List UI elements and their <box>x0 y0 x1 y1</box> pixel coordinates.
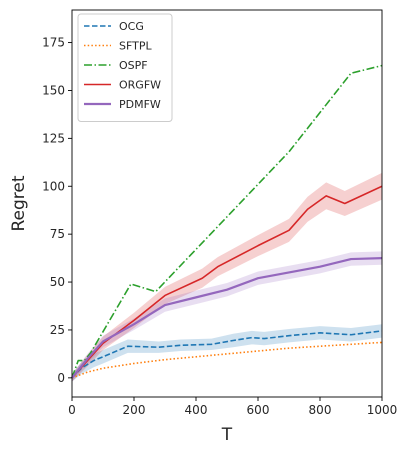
legend: OCG SFTPL OSPF ORGFW PDMFW <box>77 13 173 122</box>
x-tick-label: 0 <box>68 403 76 417</box>
x-tick-label: 1000 <box>367 403 398 417</box>
y-tick-label: 150 <box>42 83 65 97</box>
line-ospf <box>71 64 383 379</box>
y-tick-label: 175 <box>42 36 65 50</box>
plot-frame <box>71 9 383 398</box>
y-tick-label: 25 <box>50 323 65 337</box>
line-sftpl <box>71 341 383 379</box>
line-pdmfw <box>71 257 383 379</box>
series-lines <box>71 64 383 379</box>
y-axis-label: Regret <box>9 175 29 231</box>
legend-label-ospf: OSPF <box>119 59 148 72</box>
y-tick-label: 75 <box>50 227 65 241</box>
legend-box <box>77 13 173 122</box>
legend-label-sftpl: SFTPL <box>119 40 152 53</box>
line-ocg <box>71 330 383 379</box>
band-ocg <box>72 324 382 382</box>
x-axis-ticks: 0 200 400 600 800 1000 <box>68 397 397 417</box>
y-tick-label: 100 <box>42 179 65 193</box>
legend-label-orgfw: ORGFW <box>119 79 161 92</box>
legend-label-ocg: OCG <box>119 20 144 33</box>
y-tick-label: 50 <box>50 275 65 289</box>
x-axis-label: T <box>221 425 233 445</box>
x-tick-label: 800 <box>309 403 332 417</box>
band-pdmfw <box>72 251 382 382</box>
y-axis-ticks: 0 25 50 75 100 125 150 175 <box>42 36 72 385</box>
confidence-bands <box>72 172 382 382</box>
line-orgfw <box>71 185 383 379</box>
x-tick-label: 600 <box>247 403 270 417</box>
y-tick-label: 125 <box>42 131 65 145</box>
band-orgfw <box>72 172 382 382</box>
x-tick-label: 400 <box>185 403 208 417</box>
x-tick-label: 200 <box>123 403 146 417</box>
y-tick-label: 0 <box>57 371 65 385</box>
legend-label-pdmfw: PDMFW <box>119 98 161 111</box>
